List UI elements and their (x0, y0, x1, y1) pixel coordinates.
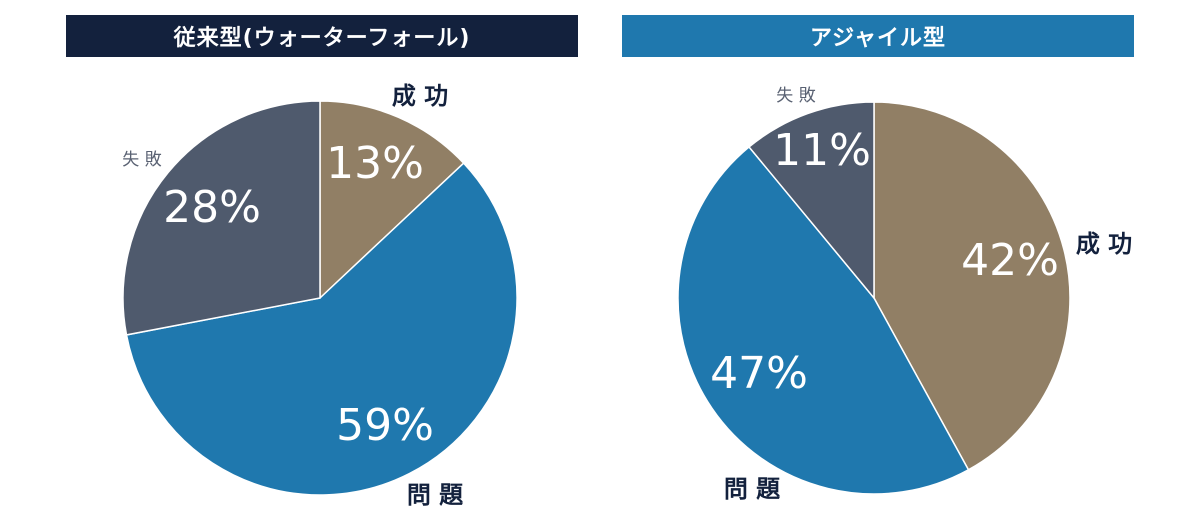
pie-slice-problem (125, 162, 518, 496)
pie-slice-failure (122, 100, 321, 336)
value-label-success: 13% (326, 138, 424, 189)
category-label-problem: 問 題 (407, 481, 464, 509)
pie-slice-failure (748, 101, 875, 301)
category-label-failure: 失 敗 (776, 86, 815, 106)
category-label-problem: 問 題 (724, 475, 781, 503)
pie-chart-waterfall: 13% 59% 28% 成 功問 題 失 敗 (122, 82, 518, 509)
chart-title-agile: アジャイル型 (622, 15, 1134, 57)
value-label-failure: 28% (163, 182, 261, 233)
category-label-failure: 失 敗 (122, 150, 161, 170)
pie-slice-problem (677, 145, 970, 495)
value-label-problem: 59% (336, 400, 434, 451)
pie-chart-agile: 42% 47% 11% 成 功問 題 失 敗 (677, 86, 1132, 503)
pie-slice-success (319, 100, 465, 300)
value-label-success: 42% (961, 235, 1059, 286)
pie-slice-success (873, 101, 1071, 471)
value-label-failure: 11% (773, 125, 871, 176)
category-label-success: 成 功 (392, 82, 448, 110)
category-label-success: 成 功 (1076, 230, 1132, 258)
value-label-problem: 47% (710, 348, 808, 399)
chart-title-waterfall: 従来型(ウォーターフォール) (66, 15, 578, 57)
